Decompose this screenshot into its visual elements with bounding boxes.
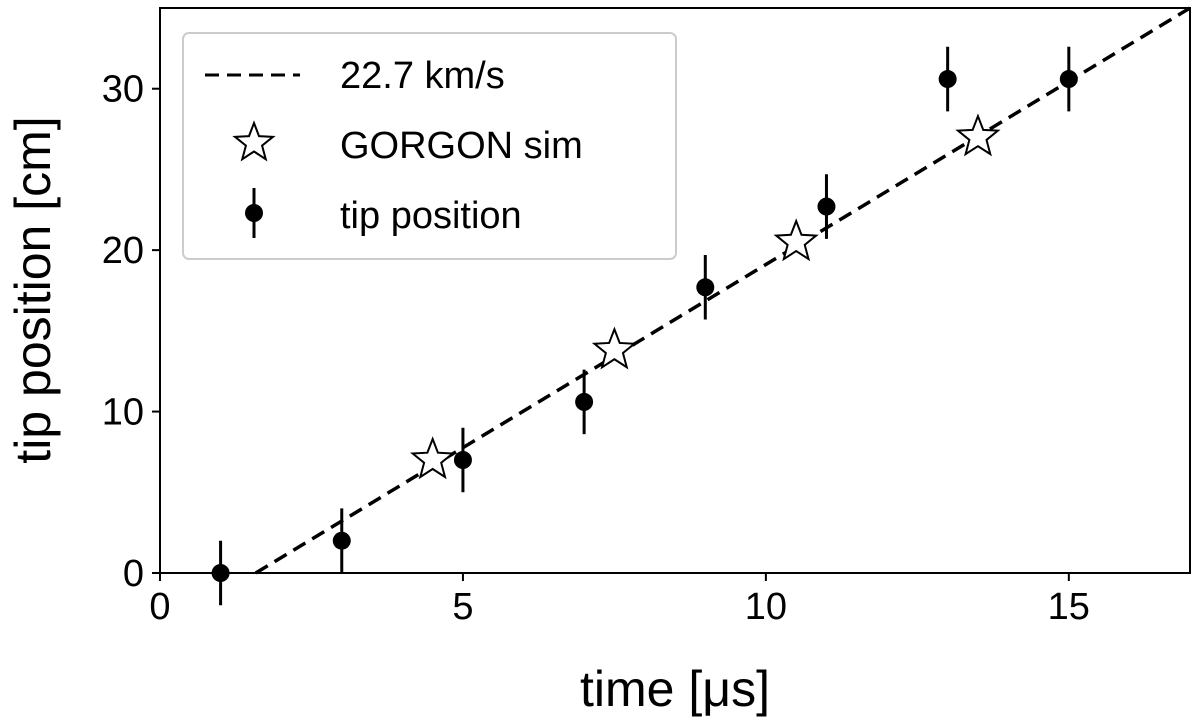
legend-label-line: 22.7 km/s xyxy=(340,55,505,97)
gorgon-sim-star xyxy=(591,326,638,370)
tip-position-point xyxy=(696,278,715,297)
gorgon-sim-star xyxy=(410,436,456,480)
gorgon-sim-star xyxy=(955,113,1001,157)
legend: 22.7 km/s GORGON sim tip position xyxy=(182,32,677,260)
plot-frame xyxy=(159,7,1191,574)
legend-circle-swatch xyxy=(245,204,263,222)
tip-position-point xyxy=(817,197,836,216)
x-axis-label: time [μs] xyxy=(580,661,770,717)
y-axis-label: tip position [cm] xyxy=(5,116,61,463)
y-tick-label: 10 xyxy=(102,392,144,434)
tip-position-point xyxy=(575,392,594,411)
x-tick-label: 15 xyxy=(1048,586,1090,628)
y-tick-label: 30 xyxy=(102,69,144,111)
legend-star-swatch xyxy=(232,120,276,162)
fit-line xyxy=(254,6,1191,575)
legend-box xyxy=(182,32,677,260)
x-tick-label: 0 xyxy=(149,586,170,628)
tip-position-point xyxy=(453,451,472,469)
gorgon-sim-star xyxy=(773,218,819,262)
legend-label-sim: GORGON sim xyxy=(340,125,583,167)
tip-position-point xyxy=(332,531,351,550)
x-tick-label: 5 xyxy=(452,586,473,628)
x-tick-label: 10 xyxy=(745,586,787,628)
tip-position-point xyxy=(938,70,957,89)
tip-position-point xyxy=(1059,70,1078,89)
y-tick-label: 0 xyxy=(123,553,144,595)
y-tick-label: 20 xyxy=(102,230,144,272)
legend-label-tip: tip position xyxy=(340,195,522,237)
